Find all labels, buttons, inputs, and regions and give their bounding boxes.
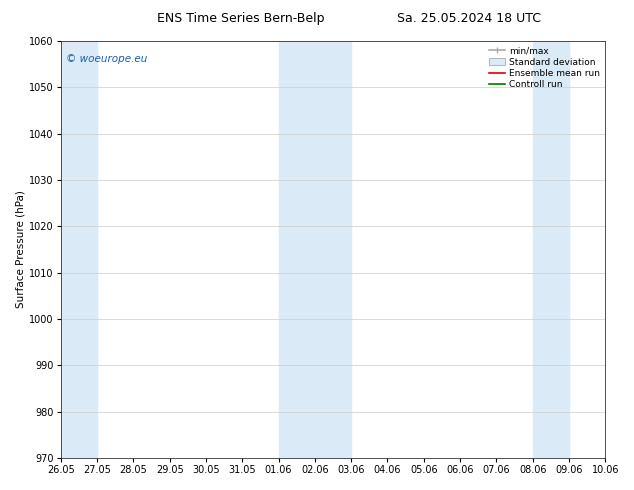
Text: ENS Time Series Bern-Belp: ENS Time Series Bern-Belp xyxy=(157,12,325,25)
Text: © woeurope.eu: © woeurope.eu xyxy=(66,53,148,64)
Bar xyxy=(61,41,97,458)
Bar xyxy=(278,41,351,458)
Legend: min/max, Standard deviation, Ensemble mean run, Controll run: min/max, Standard deviation, Ensemble me… xyxy=(486,43,604,93)
Bar xyxy=(533,41,569,458)
Text: Sa. 25.05.2024 18 UTC: Sa. 25.05.2024 18 UTC xyxy=(397,12,541,25)
Y-axis label: Surface Pressure (hPa): Surface Pressure (hPa) xyxy=(15,191,25,309)
